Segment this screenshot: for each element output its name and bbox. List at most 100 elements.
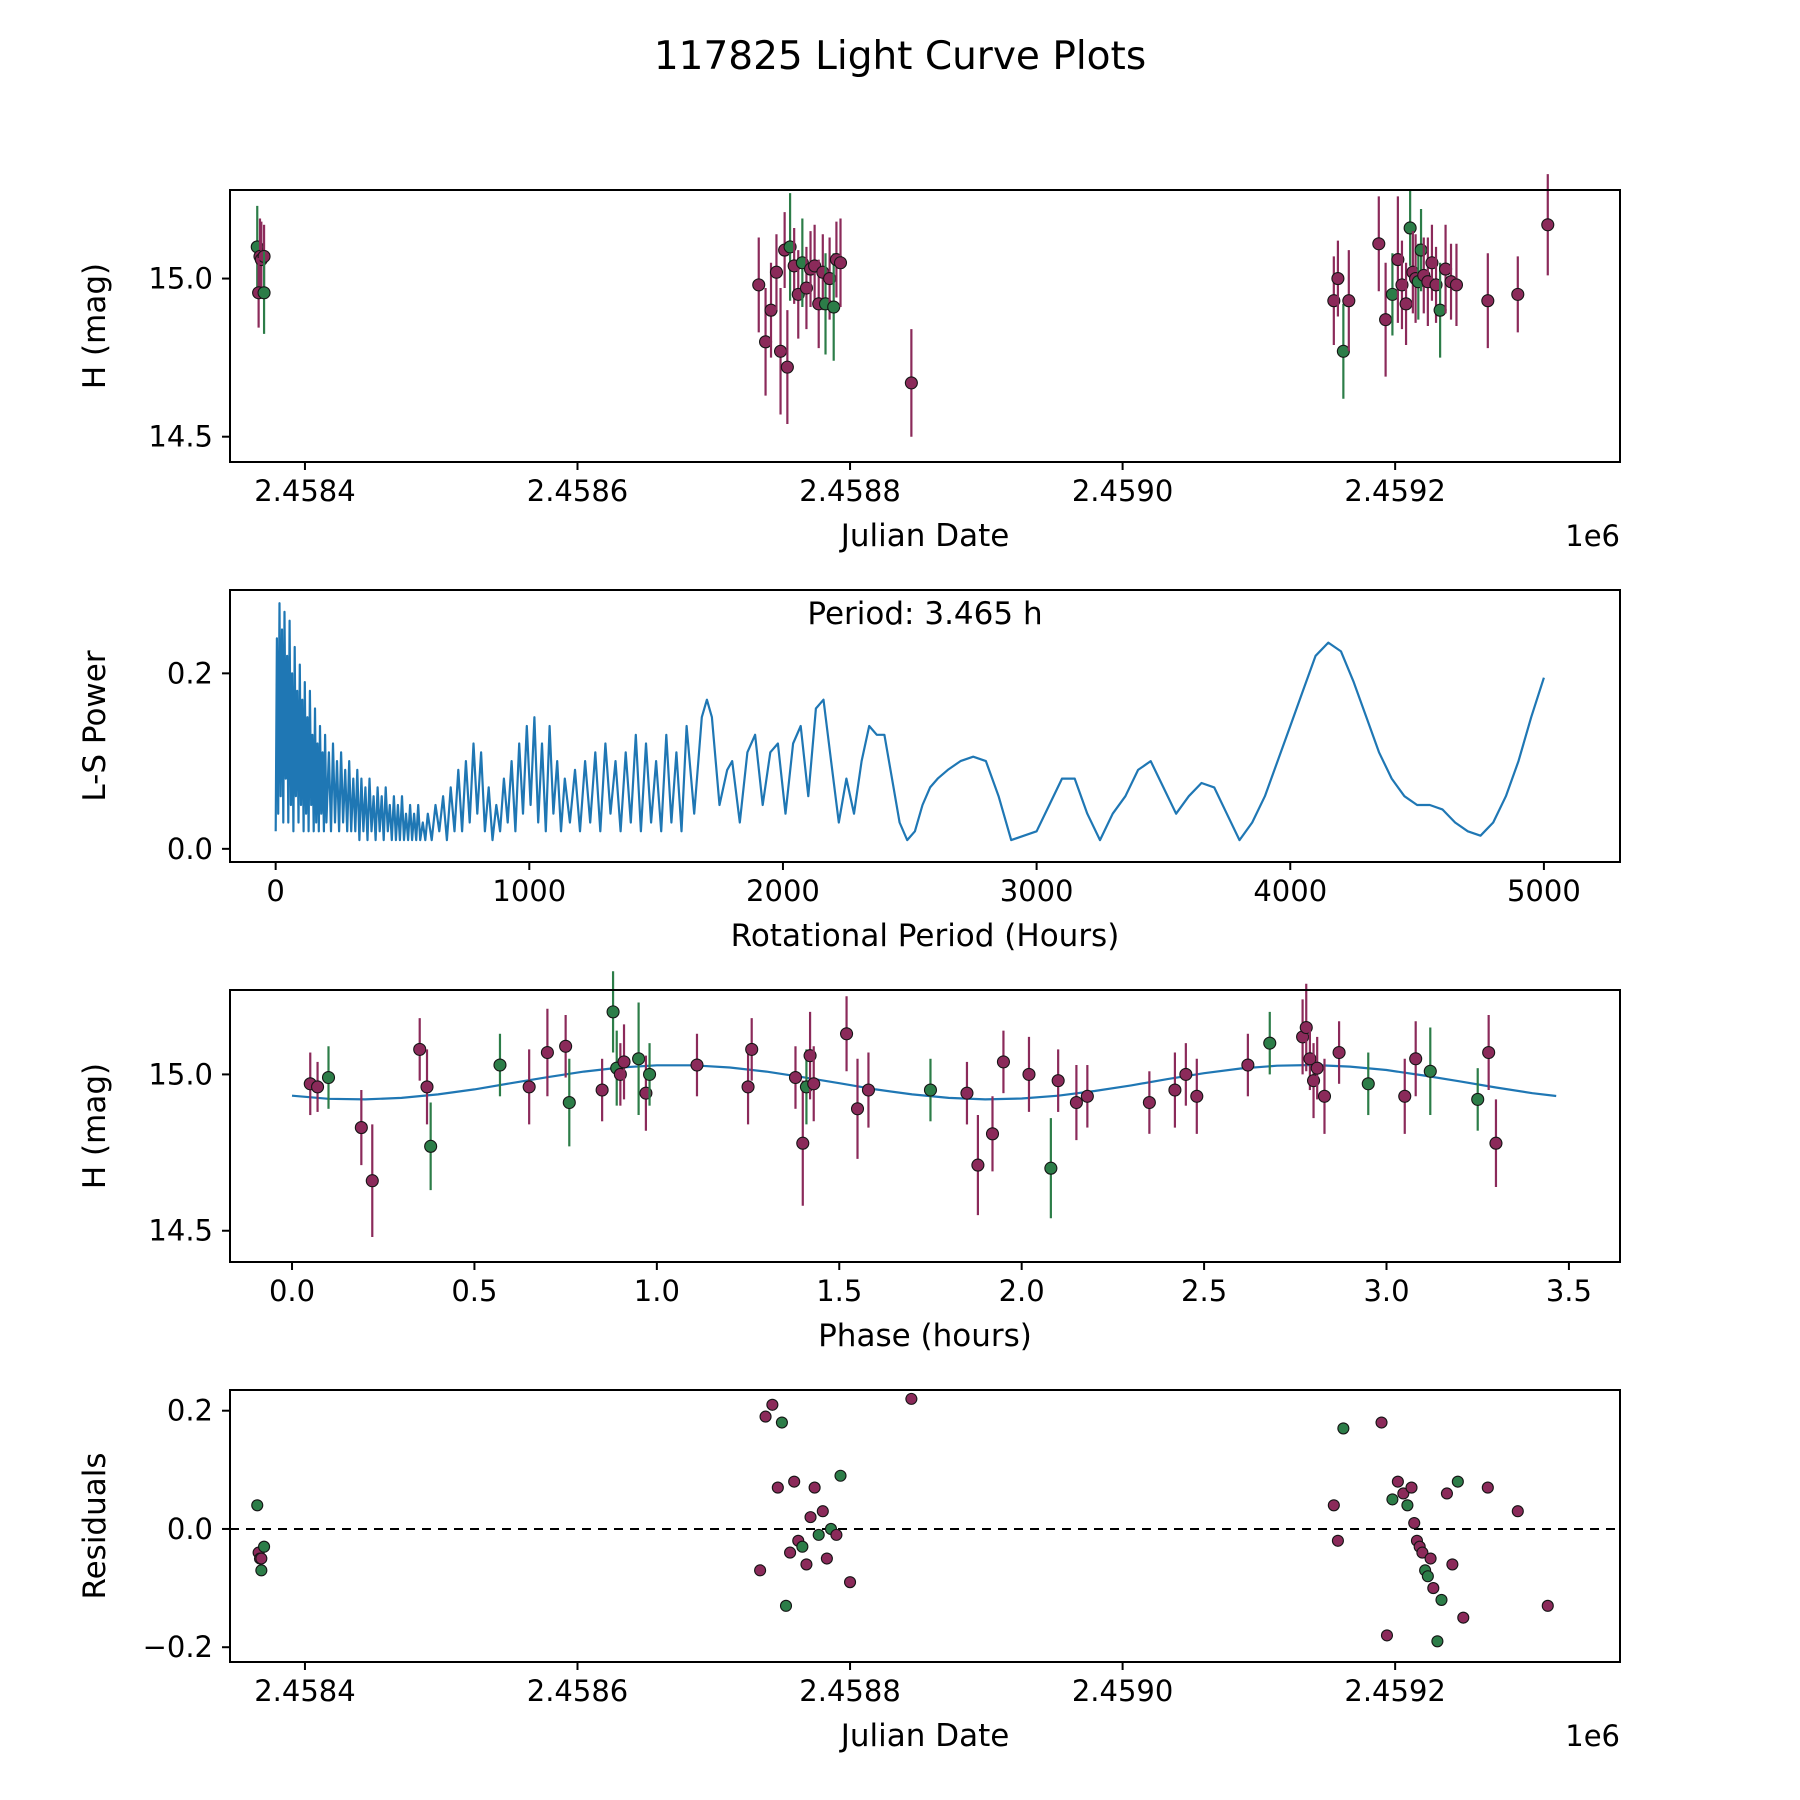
x-tick-label: 2.4584 — [254, 1674, 355, 1708]
data-point — [255, 1564, 268, 1577]
periodogram-chart: 0 1000 2000 3000 4000 5000 0.0 0.2 Rotational Pe… — [77, 589, 1621, 954]
data-point — [1069, 1096, 1083, 1110]
data-point — [413, 1042, 427, 1056]
data-point — [540, 1045, 554, 1060]
data-point — [1399, 297, 1413, 311]
data-point — [759, 335, 773, 349]
data-point — [1401, 1499, 1414, 1512]
data-point — [1446, 1558, 1459, 1571]
axis-offset-text: 1e6 — [1565, 1719, 1620, 1753]
x-tick-label: 2.4592 — [1344, 474, 1445, 508]
data-point — [257, 286, 271, 300]
data-point — [816, 1505, 829, 1518]
data-point — [1337, 1422, 1350, 1435]
data-point — [1375, 1416, 1388, 1429]
x-tick-label: 2.4588 — [799, 1674, 900, 1708]
x-tick-label: 0 — [266, 874, 284, 908]
data-point — [1431, 1635, 1444, 1648]
x-tick-label: 2.0 — [999, 1274, 1045, 1308]
data-point — [752, 278, 766, 292]
data-point — [996, 1055, 1010, 1069]
x-tick-label: 2.4592 — [1344, 1674, 1445, 1708]
data-point — [643, 1067, 657, 1081]
data-point — [1168, 1083, 1182, 1097]
data-point — [1414, 243, 1428, 257]
data-point — [1482, 1045, 1496, 1060]
data-point — [1379, 313, 1393, 327]
phased-light-curve-chart: 0.0 0.5 1.0 1.5 2.0 2.5 3.0 3.5 14.5 15.0 Phase (h… — [77, 971, 1621, 1354]
x-tick-label: 2.4590 — [1072, 474, 1173, 508]
x-tick-label: 2.4586 — [527, 1674, 628, 1708]
y-tick-label: 14.5 — [148, 1214, 213, 1248]
data-point — [562, 1096, 576, 1110]
periodogram-panel: 0 1000 2000 3000 4000 5000 0.0 0.2 Rotational Pe… — [0, 570, 1800, 970]
x-tick-label: 0.5 — [451, 1274, 497, 1308]
data-point — [354, 1121, 368, 1135]
data-point — [861, 1083, 876, 1097]
data-point — [606, 1005, 620, 1019]
data-point — [1241, 1058, 1255, 1072]
figure-title: 117825 Light Curve Plots — [653, 34, 1147, 79]
x-tick-label: 1.0 — [634, 1274, 680, 1308]
x-tick-label: 3000 — [1000, 874, 1074, 908]
plot-frame — [229, 1389, 1621, 1663]
data-point — [840, 1027, 854, 1041]
data-point — [1408, 1516, 1421, 1530]
y-tick-label: 0.0 — [167, 832, 213, 866]
data-point — [1380, 1629, 1394, 1642]
data-point — [1331, 272, 1345, 286]
data-point — [1044, 1161, 1058, 1175]
data-point — [1190, 1089, 1204, 1103]
data-point — [1179, 1067, 1193, 1081]
data-point — [1332, 1045, 1346, 1060]
data-point — [773, 344, 788, 358]
light-curve-panel: 2.4584 2.4586 2.4588 2.4590 2.4592 14.5 15.0 Ju… — [0, 170, 1800, 570]
x-tick-label: 1000 — [492, 874, 566, 908]
data-point — [1440, 1487, 1453, 1500]
data-point — [1423, 1064, 1437, 1078]
x-axis-label: Julian Date — [839, 518, 1010, 554]
plot-frame — [229, 989, 1621, 1263]
data-point — [311, 1080, 325, 1094]
data-point — [745, 1042, 759, 1056]
data-point — [796, 1136, 810, 1150]
data-point — [820, 1552, 833, 1565]
data-point — [905, 1392, 918, 1405]
data-point — [1541, 218, 1555, 232]
y-axis-label: Residuals — [77, 1452, 113, 1599]
data-point — [779, 1599, 793, 1612]
data-point — [1336, 344, 1350, 358]
data-point — [808, 1481, 821, 1494]
data-point — [1424, 1552, 1437, 1565]
data-point — [1489, 1136, 1503, 1150]
x-tick-label: 3.5 — [1546, 1274, 1592, 1308]
data-point — [1405, 1481, 1418, 1494]
data-point — [522, 1080, 536, 1094]
data-point — [807, 1077, 821, 1091]
data-point — [1386, 1493, 1399, 1506]
residuals-panel: 2.4584 2.4586 2.4588 2.4590 2.4592 −0.2 0.0 0.2… — [0, 1370, 1800, 1770]
data-point — [1511, 1505, 1524, 1518]
x-tick-label: 2.4588 — [799, 474, 900, 508]
data-point — [759, 1410, 772, 1423]
data-point — [827, 300, 841, 314]
x-tick-label: 2.4586 — [527, 474, 628, 508]
data-point — [1398, 1089, 1412, 1103]
data-point — [754, 1564, 767, 1577]
data-point — [780, 360, 794, 374]
data-point — [1142, 1096, 1156, 1110]
data-point — [1327, 1499, 1340, 1512]
data-point — [1022, 1067, 1036, 1081]
data-point — [788, 1475, 801, 1488]
y-tick-label: 0.0 — [167, 1512, 213, 1546]
data-point — [1361, 1077, 1375, 1091]
data-point — [830, 1528, 843, 1541]
data-point — [424, 1139, 438, 1153]
x-axis-label: Julian Date — [839, 1718, 1010, 1754]
data-point — [904, 376, 918, 390]
data-point — [812, 1528, 825, 1541]
data-point — [1541, 1599, 1554, 1612]
data-point — [1449, 278, 1464, 292]
data-point — [971, 1158, 985, 1172]
data-point — [1427, 1582, 1440, 1595]
